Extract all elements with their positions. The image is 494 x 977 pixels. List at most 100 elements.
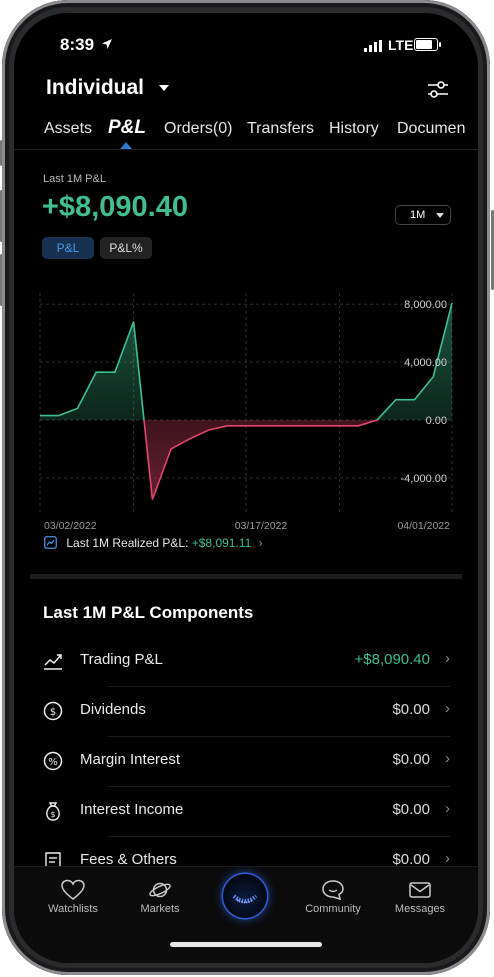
account-name: Individual bbox=[46, 76, 145, 99]
period-label: 1M bbox=[410, 209, 426, 221]
tab-history[interactable]: History bbox=[329, 120, 379, 137]
data-point bbox=[376, 419, 377, 420]
data-point bbox=[451, 302, 452, 303]
caret-down-icon bbox=[158, 85, 169, 92]
svg-text:%: % bbox=[48, 757, 58, 768]
nav-messages[interactable]: Messages bbox=[394, 903, 446, 915]
y-tick-label: -4,000.00 bbox=[401, 473, 447, 485]
row-dividends[interactable]: $ Dividends $0.00 › bbox=[42, 687, 450, 737]
phone-side-button-left-1 bbox=[0, 140, 3, 166]
tab-documents[interactable]: Documen bbox=[397, 120, 466, 137]
realized-label: Last 1M Realized P&L: bbox=[66, 536, 189, 550]
components-title: Last 1M P&L Components bbox=[43, 603, 254, 622]
svg-text:$: $ bbox=[50, 810, 55, 819]
x-tick-label: 03/17/2022 bbox=[235, 520, 288, 529]
tabs-divider bbox=[14, 149, 478, 150]
y-tick-label: 0.00 bbox=[426, 415, 447, 427]
data-point bbox=[320, 425, 321, 426]
x-tick-label: 03/02/2022 bbox=[44, 520, 97, 529]
pl-total-value: +$8,090.40 bbox=[42, 191, 188, 223]
realized-value: +$8,091.11 bbox=[191, 536, 252, 550]
data-point bbox=[208, 429, 209, 430]
chevron-right-icon: › bbox=[445, 850, 450, 867]
data-point bbox=[302, 425, 303, 426]
nav-community[interactable]: Community bbox=[305, 903, 361, 915]
positive-area bbox=[40, 302, 452, 420]
row-value: $0.00 bbox=[392, 701, 430, 718]
tab-pl[interactable]: P&L bbox=[108, 117, 146, 138]
account-selector[interactable]: Individual bbox=[46, 76, 170, 100]
data-point bbox=[227, 425, 228, 426]
row-divider bbox=[108, 736, 450, 737]
data-point bbox=[133, 321, 134, 322]
data-point bbox=[170, 448, 171, 449]
period-selector[interactable]: 1M bbox=[395, 205, 451, 225]
y-tick-label: 4,000.00 bbox=[404, 357, 447, 369]
nav-markets[interactable]: Markets bbox=[140, 903, 180, 915]
row-value: $0.00 bbox=[392, 801, 430, 818]
percent-icon: % bbox=[43, 751, 63, 771]
row-label: Dividends bbox=[80, 701, 146, 718]
logo-mark bbox=[232, 894, 258, 904]
battery-icon bbox=[414, 38, 441, 51]
x-tick-label: 04/01/2022 bbox=[397, 520, 450, 529]
row-divider bbox=[108, 686, 450, 687]
home-logo-icon[interactable] bbox=[223, 874, 267, 918]
y-tick-label: 8,000.00 bbox=[404, 299, 447, 311]
toggle-pl[interactable]: P&L bbox=[42, 237, 94, 259]
heart-icon[interactable] bbox=[61, 879, 85, 901]
tab-transfers[interactable]: Transfers bbox=[247, 120, 314, 137]
tab-orders[interactable]: Orders(0) bbox=[164, 120, 233, 137]
chevron-right-icon: › bbox=[445, 800, 450, 817]
pl-chart: 8,000.00 4,000.00 0.00 -4,000.00 03/02/2022… bbox=[39, 293, 453, 529]
data-point bbox=[358, 425, 359, 426]
home-indicator bbox=[170, 942, 322, 947]
row-margin-interest[interactable]: % Margin Interest $0.00 › bbox=[42, 737, 450, 787]
data-point bbox=[283, 425, 284, 426]
svg-text:$: $ bbox=[50, 707, 56, 718]
series-line-negative bbox=[143, 419, 379, 500]
chevron-right-icon: › bbox=[445, 650, 450, 667]
phone-side-button-left-3 bbox=[0, 254, 3, 306]
mail-icon[interactable] bbox=[408, 879, 432, 901]
data-point bbox=[152, 499, 153, 500]
tab-assets[interactable]: Assets bbox=[44, 120, 93, 137]
row-label: Interest Income bbox=[80, 801, 184, 818]
filter-settings-icon[interactable] bbox=[427, 80, 449, 100]
active-tab-indicator bbox=[120, 142, 132, 149]
chevron-right-icon: › bbox=[445, 700, 450, 717]
row-divider bbox=[108, 786, 450, 787]
data-point bbox=[433, 376, 434, 377]
row-value: +$8,090.40 bbox=[354, 651, 431, 668]
data-point bbox=[39, 415, 40, 416]
row-value: $0.00 bbox=[392, 851, 430, 868]
data-point bbox=[395, 399, 396, 400]
row-divider bbox=[108, 836, 450, 837]
series-line-positive bbox=[40, 302, 453, 420]
row-trading-pl[interactable]: Trading P&L +$8,090.40 › bbox=[42, 637, 450, 687]
chart-box-icon bbox=[44, 536, 57, 549]
money-bag-icon: $ bbox=[46, 802, 60, 821]
signal-icon bbox=[364, 40, 382, 52]
chevron-right-icon: › bbox=[445, 750, 450, 767]
data-point bbox=[58, 415, 59, 416]
row-label: Trading P&L bbox=[80, 651, 163, 668]
row-label: Margin Interest bbox=[80, 751, 181, 768]
realized-pl-link[interactable]: Last 1M Realized P&L: +$8,091.11 › bbox=[44, 536, 263, 550]
dividend-icon: $ bbox=[43, 701, 63, 721]
data-point bbox=[189, 438, 190, 439]
planet-icon[interactable] bbox=[148, 879, 172, 901]
row-fees-others[interactable]: Fees & Others $0.00 › bbox=[42, 837, 450, 887]
section-divider bbox=[30, 574, 462, 579]
phone-screen: 8:39 LTE Individual Assets P&L Orders(0)… bbox=[14, 13, 478, 963]
row-interest-income[interactable]: $ Interest Income $0.00 › bbox=[42, 787, 450, 837]
toggle-pl-percent[interactable]: P&L% bbox=[100, 237, 152, 259]
data-point bbox=[245, 425, 246, 426]
data-point bbox=[264, 425, 265, 426]
nav-watchlists[interactable]: Watchlists bbox=[48, 903, 98, 915]
chat-icon[interactable] bbox=[321, 879, 345, 901]
data-point bbox=[77, 408, 78, 409]
pl-caption: Last 1M P&L bbox=[43, 173, 106, 185]
caret-down-icon bbox=[436, 213, 444, 218]
trend-icon bbox=[44, 654, 62, 670]
